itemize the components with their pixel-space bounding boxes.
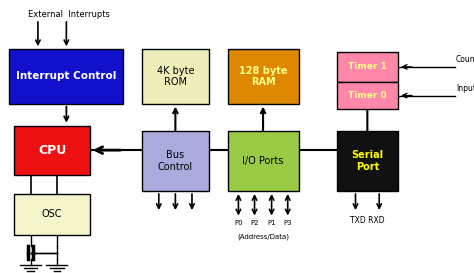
Text: I/O Ports: I/O Ports bbox=[242, 156, 284, 166]
Bar bbox=[9, 49, 123, 104]
Bar bbox=[14, 194, 90, 235]
Text: 4K byte
ROM: 4K byte ROM bbox=[156, 66, 194, 87]
Bar bbox=[228, 49, 299, 104]
Text: P1: P1 bbox=[267, 220, 276, 226]
Text: 128 byte
RAM: 128 byte RAM bbox=[239, 66, 287, 87]
Text: Timer 0: Timer 0 bbox=[348, 91, 387, 100]
Text: Interrupt Control: Interrupt Control bbox=[16, 72, 117, 81]
Text: P2: P2 bbox=[250, 220, 259, 226]
Text: OSC: OSC bbox=[42, 209, 63, 219]
Text: Serial
Port: Serial Port bbox=[351, 150, 383, 172]
Bar bbox=[337, 131, 398, 191]
Bar bbox=[228, 131, 299, 191]
Bar bbox=[142, 49, 209, 104]
Text: TXD RXD: TXD RXD bbox=[350, 216, 385, 225]
Text: Timer 1: Timer 1 bbox=[348, 63, 387, 71]
Bar bbox=[337, 82, 398, 109]
Text: P0: P0 bbox=[234, 220, 243, 226]
Text: Inputs: Inputs bbox=[456, 84, 474, 93]
Text: Counter: Counter bbox=[456, 55, 474, 64]
Bar bbox=[142, 131, 209, 191]
Text: P3: P3 bbox=[283, 220, 292, 226]
Text: (Address/Data): (Address/Data) bbox=[237, 233, 289, 240]
Text: External  Interrupts: External Interrupts bbox=[28, 10, 110, 19]
Text: Bus
Control: Bus Control bbox=[158, 150, 193, 172]
Bar bbox=[14, 126, 90, 175]
Text: CPU: CPU bbox=[38, 144, 66, 157]
Bar bbox=[337, 52, 398, 82]
